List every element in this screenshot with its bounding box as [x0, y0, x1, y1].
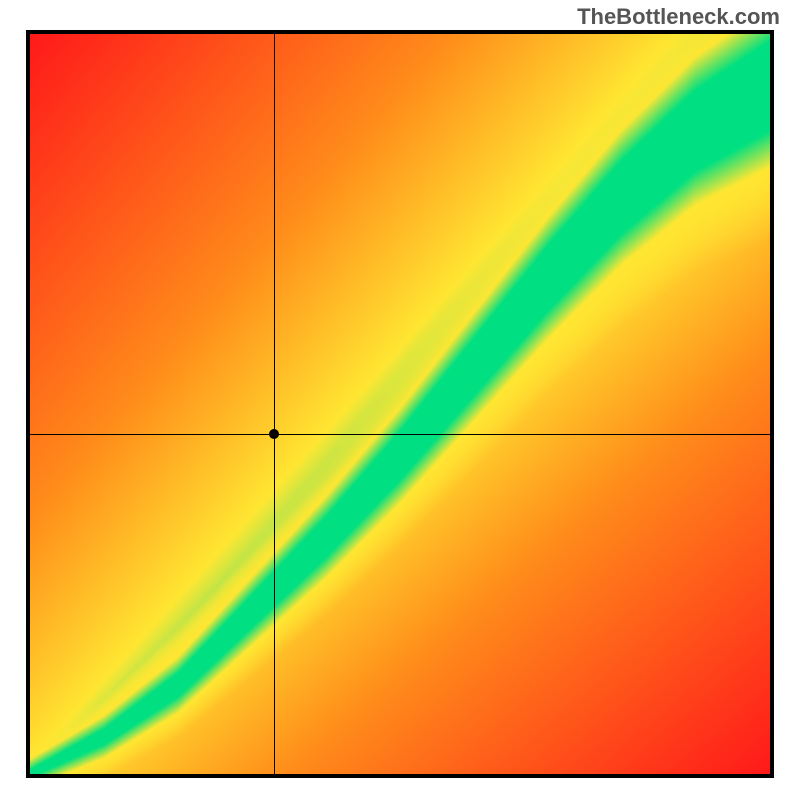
chart-container: TheBottleneck.com	[0, 0, 800, 800]
heatmap-canvas	[30, 34, 770, 774]
watermark: TheBottleneck.com	[577, 4, 780, 30]
plot-frame	[26, 30, 774, 778]
